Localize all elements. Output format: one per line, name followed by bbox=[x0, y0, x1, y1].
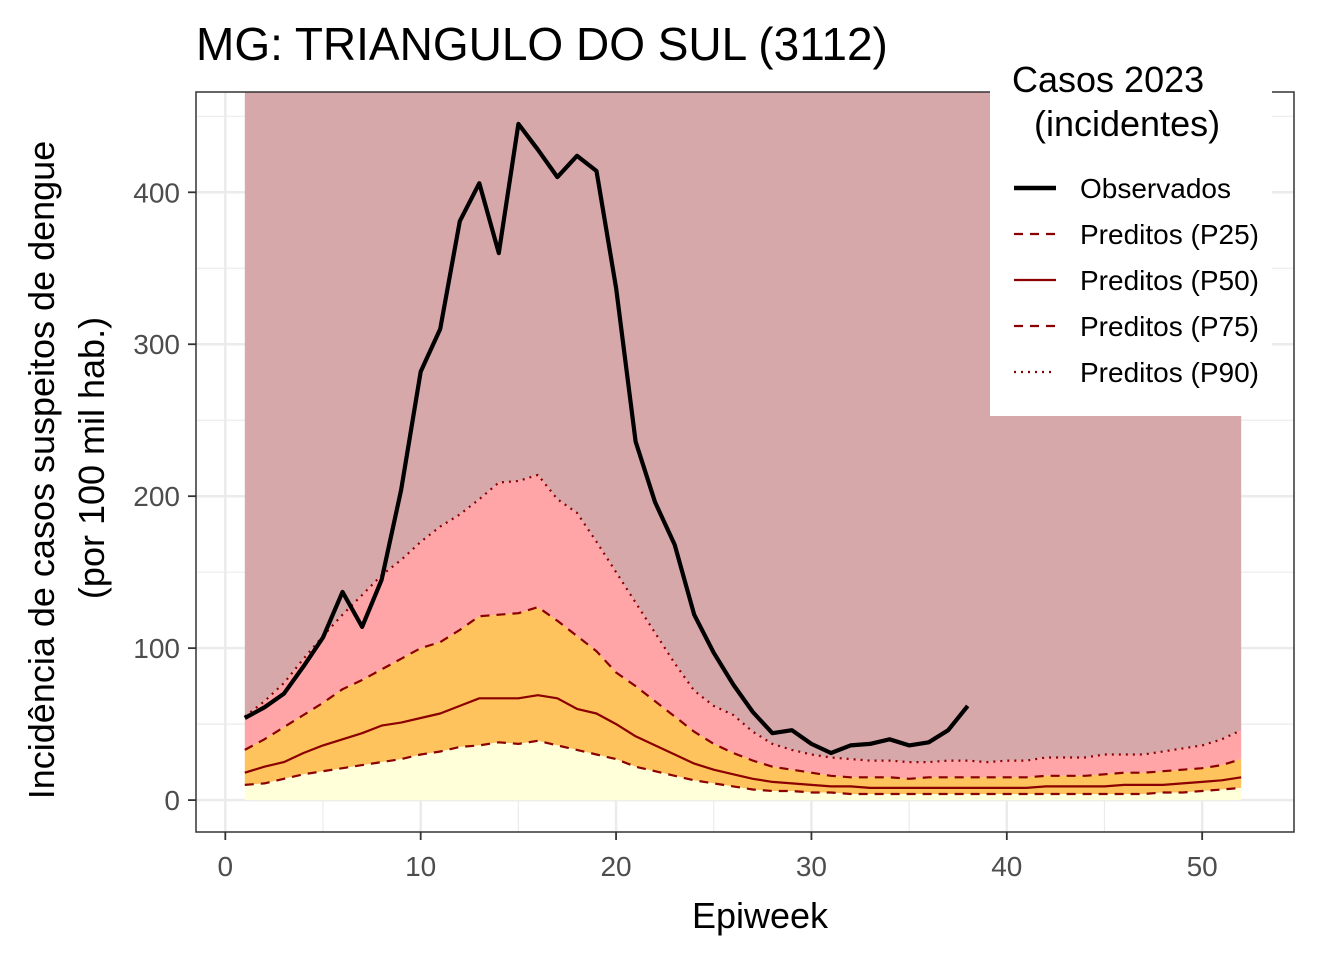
legend: Casos 2023 (incidentes) Observados Predit… bbox=[990, 58, 1272, 416]
y-tick-label: 400 bbox=[133, 177, 180, 208]
legend-label: Preditos (P90) bbox=[1080, 357, 1259, 388]
band-p25-p50 bbox=[244, 695, 1242, 794]
x-axis-title: Epiweek bbox=[692, 895, 829, 936]
series-lines bbox=[243, 121, 1242, 796]
x-tick-label: 0 bbox=[218, 851, 234, 882]
panel-border bbox=[195, 91, 1295, 833]
line-p25 bbox=[244, 739, 1242, 796]
chart-title: MG: TRIANGULO DO SUL (3112) bbox=[196, 18, 888, 70]
y-tick-label: 0 bbox=[164, 785, 180, 816]
y-tick-label: 300 bbox=[133, 329, 180, 360]
y-axis-title-line-1: Incidência de casos suspeitos de dengue bbox=[21, 141, 62, 799]
legend-label: Observados bbox=[1080, 173, 1231, 204]
legend-title-line-1: Casos 2023 bbox=[1012, 59, 1204, 100]
line-p90 bbox=[244, 473, 1242, 764]
x-tick-label: 20 bbox=[600, 851, 631, 882]
band-p75-p90 bbox=[244, 474, 1242, 779]
x-tick-label: 30 bbox=[796, 851, 827, 882]
legend-label: Preditos (P50) bbox=[1080, 265, 1259, 296]
y-axis-title-line-2: (por 100 mil hab.) bbox=[71, 317, 112, 599]
x-tick-label: 50 bbox=[1187, 851, 1218, 882]
legend-entries: Observados Preditos (P25) Preditos (P50) Pr… bbox=[1014, 173, 1259, 388]
x-tick-label: 40 bbox=[991, 851, 1022, 882]
y-axis-ticks: 0 100 200 300 400 bbox=[133, 177, 196, 816]
legend-label: Preditos (P75) bbox=[1080, 311, 1259, 342]
legend-background bbox=[990, 58, 1272, 416]
line-p50 bbox=[244, 694, 1242, 789]
line-observed bbox=[243, 121, 970, 756]
legend-title-line-2: (incidentes) bbox=[1034, 103, 1220, 144]
x-tick-label: 10 bbox=[405, 851, 436, 882]
line-p75 bbox=[244, 606, 1242, 780]
band-0-p25 bbox=[244, 740, 1242, 801]
x-axis-ticks: 0 10 20 30 40 50 bbox=[218, 832, 1218, 882]
y-tick-label: 100 bbox=[133, 633, 180, 664]
y-tick-label: 200 bbox=[133, 481, 180, 512]
band-p50-p75 bbox=[244, 607, 1242, 788]
legend-label: Preditos (P25) bbox=[1080, 219, 1259, 250]
